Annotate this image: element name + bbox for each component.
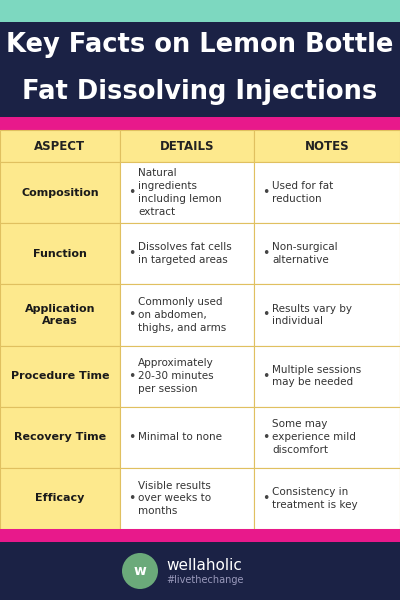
Bar (0, 130, 120, 162)
Text: •: • (262, 492, 269, 505)
Bar (0, 0, 400, 22)
Bar (254, 162, 400, 223)
Text: •: • (128, 492, 135, 505)
Bar (120, 130, 254, 162)
Text: •: • (128, 308, 135, 322)
Text: •: • (262, 370, 269, 383)
Text: •: • (262, 186, 269, 199)
Text: Efficacy: Efficacy (35, 493, 85, 503)
Bar (0, 22, 400, 117)
Bar (0, 346, 120, 407)
Text: NOTES: NOTES (305, 139, 349, 152)
Text: Composition: Composition (21, 188, 99, 197)
Text: •: • (128, 247, 135, 260)
Bar (120, 223, 254, 284)
Text: •: • (128, 431, 135, 444)
Text: Consistency in
treatment is key: Consistency in treatment is key (272, 487, 358, 510)
Bar (0, 529, 400, 542)
Bar (254, 284, 400, 346)
Text: Visible results
over weeks to
months: Visible results over weeks to months (138, 481, 211, 516)
Text: w: w (134, 564, 146, 578)
Bar (0, 407, 120, 468)
Bar (254, 346, 400, 407)
Text: Recovery Time: Recovery Time (14, 432, 106, 442)
Bar (0, 223, 120, 284)
Text: Application
Areas: Application Areas (25, 304, 95, 326)
Text: Some may
experience mild
discomfort: Some may experience mild discomfort (272, 419, 356, 455)
Bar (0, 468, 120, 529)
Text: Key Facts on Lemon Bottle: Key Facts on Lemon Bottle (6, 32, 394, 58)
Text: •: • (262, 247, 269, 260)
Text: Commonly used
on abdomen,
thighs, and arms: Commonly used on abdomen, thighs, and ar… (138, 297, 226, 333)
Bar (120, 407, 254, 468)
Text: Procedure Time: Procedure Time (11, 371, 109, 381)
Bar (0, 284, 120, 346)
Text: Multiple sessions
may be needed: Multiple sessions may be needed (272, 365, 361, 388)
Text: Minimal to none: Minimal to none (138, 432, 222, 442)
Text: #livethechange: #livethechange (166, 575, 244, 585)
Text: Natural
ingredients
including lemon
extract: Natural ingredients including lemon extr… (138, 169, 222, 217)
Bar (0, 162, 120, 223)
Bar (120, 162, 254, 223)
Bar (120, 346, 254, 407)
Text: Results vary by
individual: Results vary by individual (272, 304, 352, 326)
Text: •: • (262, 308, 269, 322)
Circle shape (122, 553, 158, 589)
Bar (254, 223, 400, 284)
Bar (0, 542, 400, 600)
Text: •: • (262, 431, 269, 444)
Text: ASPECT: ASPECT (34, 139, 86, 152)
Bar (120, 284, 254, 346)
Text: Dissolves fat cells
in targeted areas: Dissolves fat cells in targeted areas (138, 242, 232, 265)
Bar (0, 117, 400, 130)
Text: Function: Function (33, 249, 87, 259)
Bar (254, 130, 400, 162)
Text: Non-surgical
alternative: Non-surgical alternative (272, 242, 338, 265)
Text: Used for fat
reduction: Used for fat reduction (272, 181, 333, 204)
Bar (120, 468, 254, 529)
Text: DETAILS: DETAILS (160, 139, 214, 152)
Bar (0, 130, 400, 529)
Text: Approximately
20-30 minutes
per session: Approximately 20-30 minutes per session (138, 358, 214, 394)
Bar (254, 407, 400, 468)
Text: Fat Dissolving Injections: Fat Dissolving Injections (22, 79, 378, 106)
Text: •: • (128, 370, 135, 383)
Text: •: • (128, 186, 135, 199)
Bar (254, 468, 400, 529)
Text: wellaholic: wellaholic (166, 557, 242, 572)
